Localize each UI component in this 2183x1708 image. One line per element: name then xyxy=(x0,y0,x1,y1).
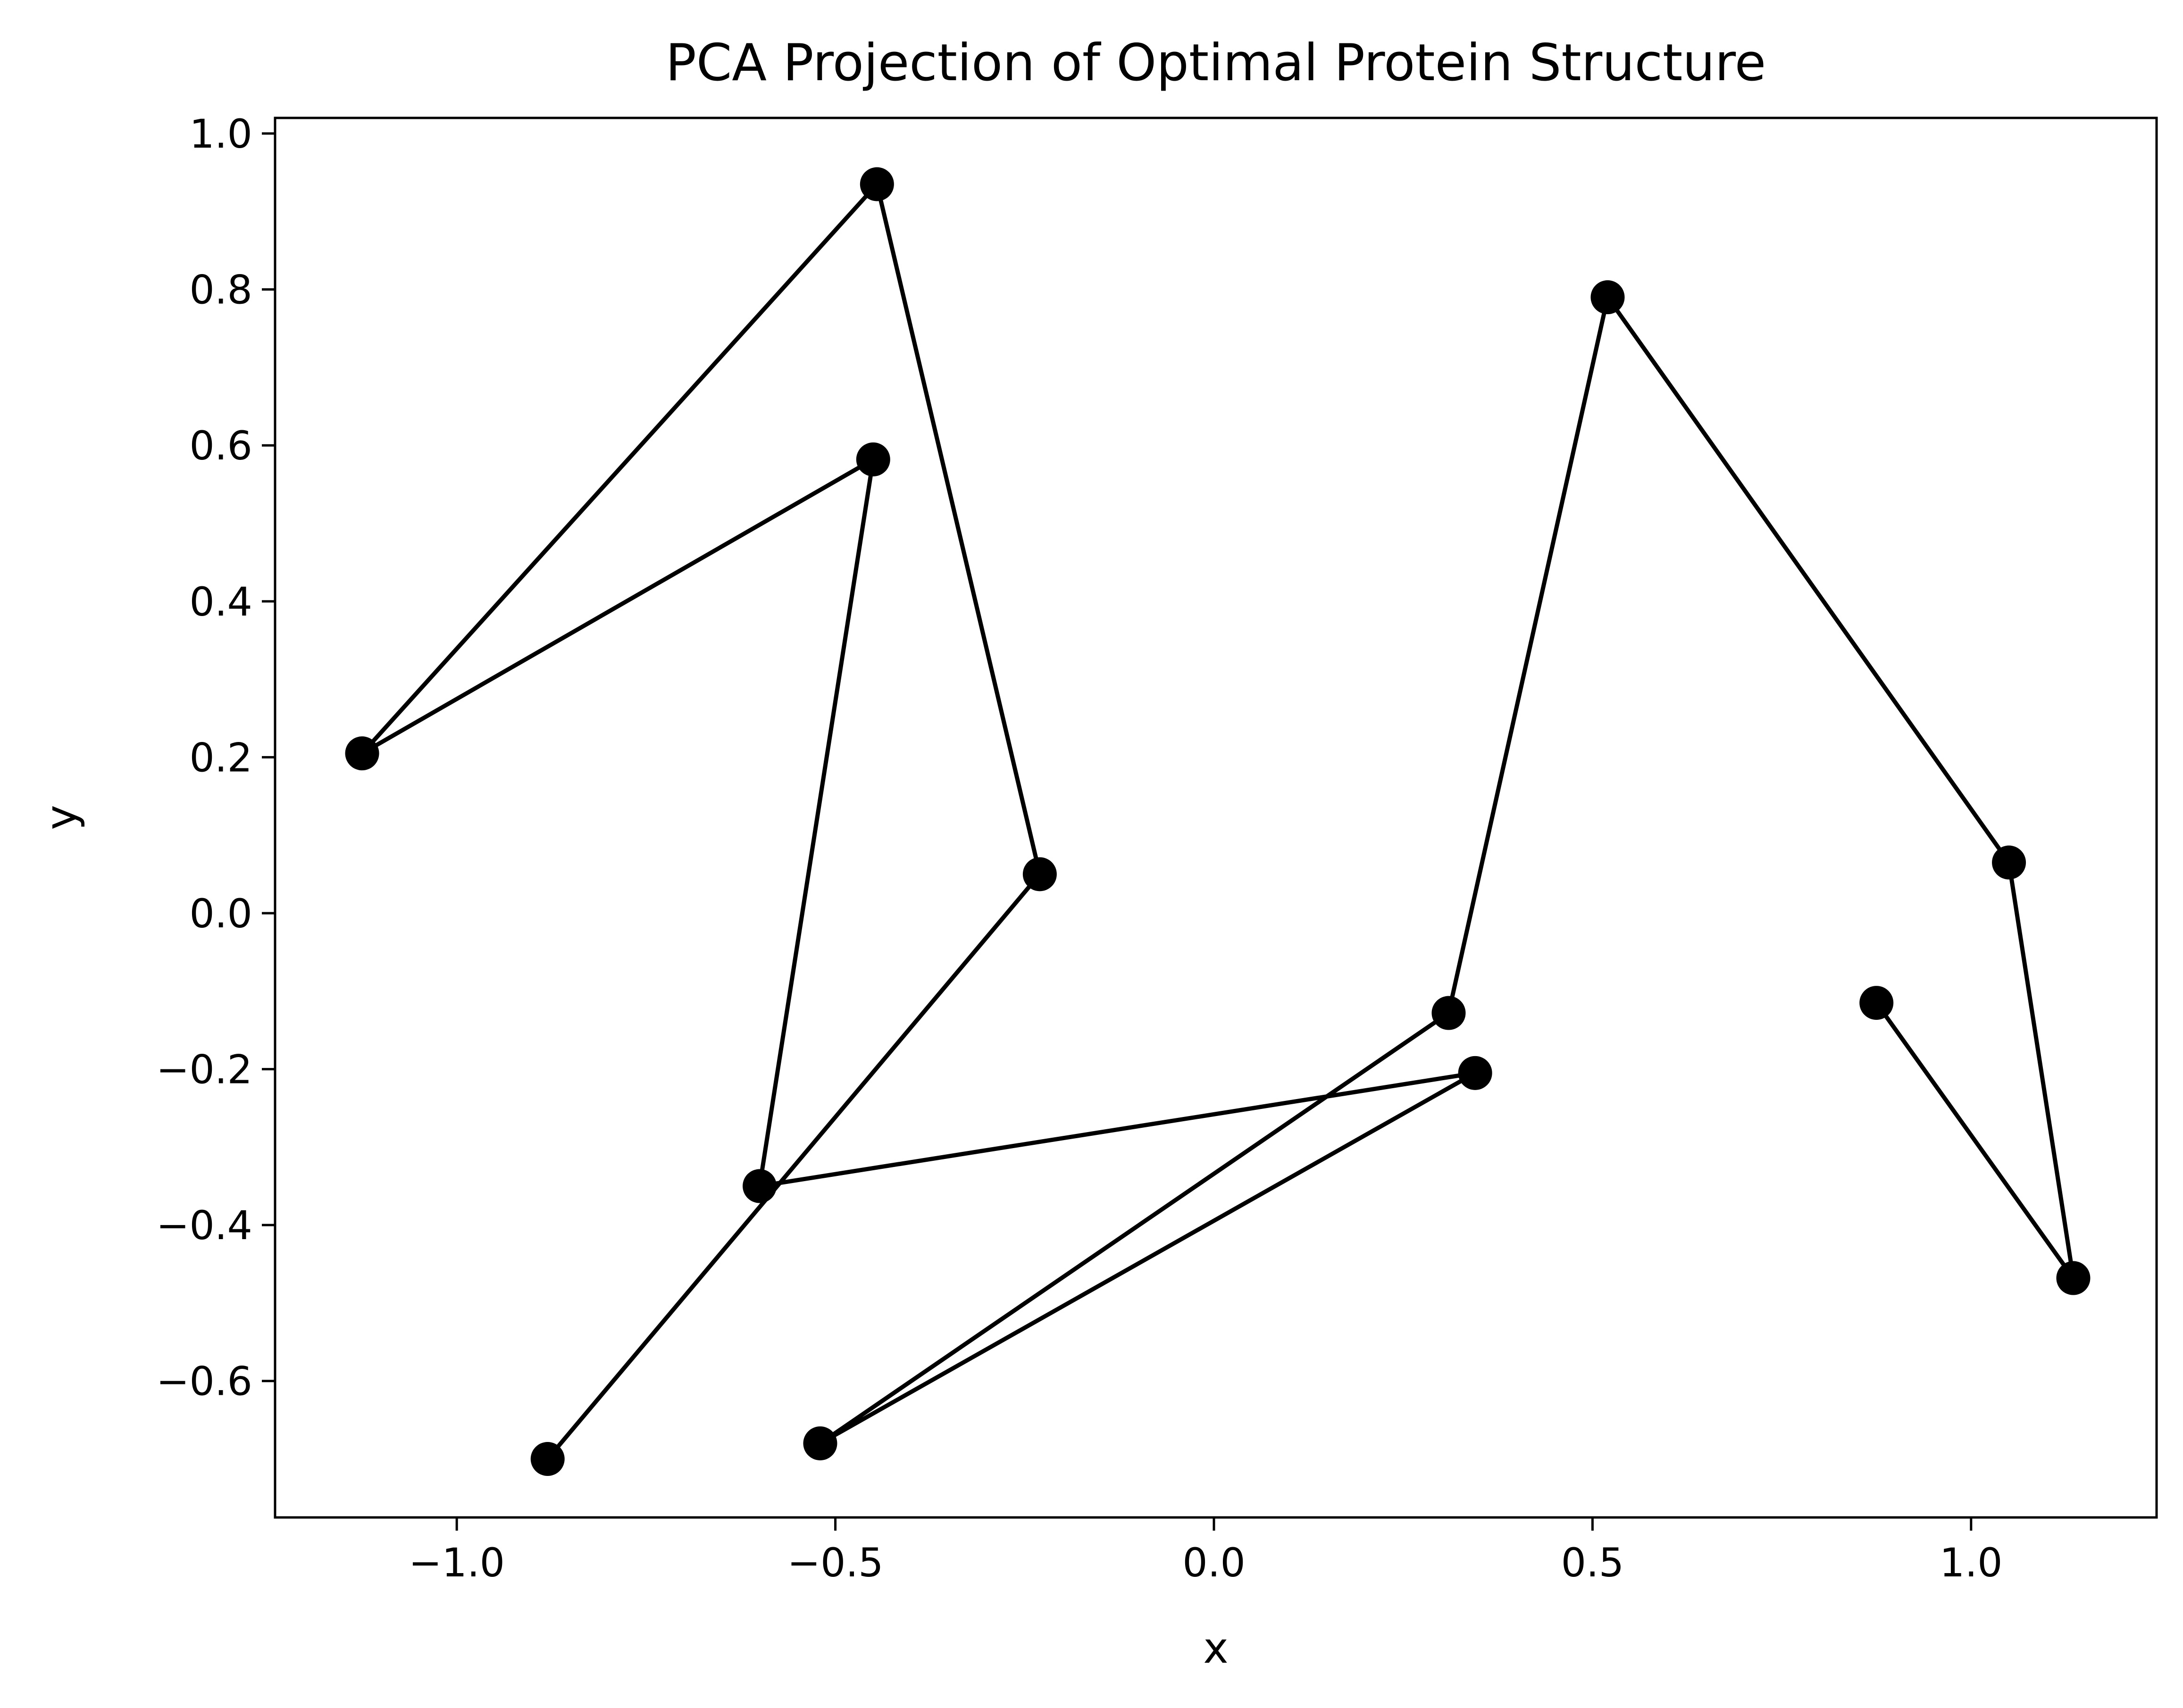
data-point xyxy=(856,442,890,476)
data-point xyxy=(345,736,379,771)
y-tick-label: −0.4 xyxy=(156,1202,252,1249)
data-point xyxy=(1458,1056,1492,1090)
data-point xyxy=(2056,1261,2091,1295)
x-tick-label: −0.5 xyxy=(787,1540,884,1586)
x-axis: −1.0 −0.5 0.0 0.5 1.0 xyxy=(409,1517,2003,1586)
data-point xyxy=(1022,857,1057,891)
y-axis-label: y xyxy=(36,805,86,830)
y-tick-label: 1.0 xyxy=(189,111,252,157)
chart-title: PCA Projection of Optimal Protein Struct… xyxy=(666,33,1766,92)
y-tick-label: 0.2 xyxy=(189,734,252,781)
plot-area xyxy=(274,117,2158,1519)
data-series xyxy=(345,167,2091,1476)
x-tick-label: 0.5 xyxy=(1561,1540,1624,1586)
data-point xyxy=(743,1169,777,1203)
data-point xyxy=(1859,986,1894,1020)
y-tick-label: −0.6 xyxy=(156,1358,252,1405)
data-point xyxy=(1590,280,1625,315)
data-point xyxy=(1431,996,1466,1030)
data-point xyxy=(1992,845,2026,880)
y-axis: −0.6 −0.4 −0.2 0.0 0.2 0.4 0.6 0.8 1.0 xyxy=(156,111,275,1405)
x-tick-label: −1.0 xyxy=(409,1540,505,1586)
data-point xyxy=(530,1442,565,1476)
x-tick-label: 1.0 xyxy=(1940,1540,2003,1586)
x-axis-label: x xyxy=(1203,1624,1228,1673)
y-tick-label: 0.4 xyxy=(189,579,252,625)
y-tick-label: 0.0 xyxy=(189,891,252,937)
x-tick-label: 0.0 xyxy=(1182,1540,1246,1586)
data-point xyxy=(803,1426,837,1460)
data-point xyxy=(860,167,894,201)
y-tick-label: 0.6 xyxy=(189,423,252,469)
y-tick-label: 0.8 xyxy=(189,267,252,313)
y-tick-label: −0.2 xyxy=(156,1047,252,1093)
